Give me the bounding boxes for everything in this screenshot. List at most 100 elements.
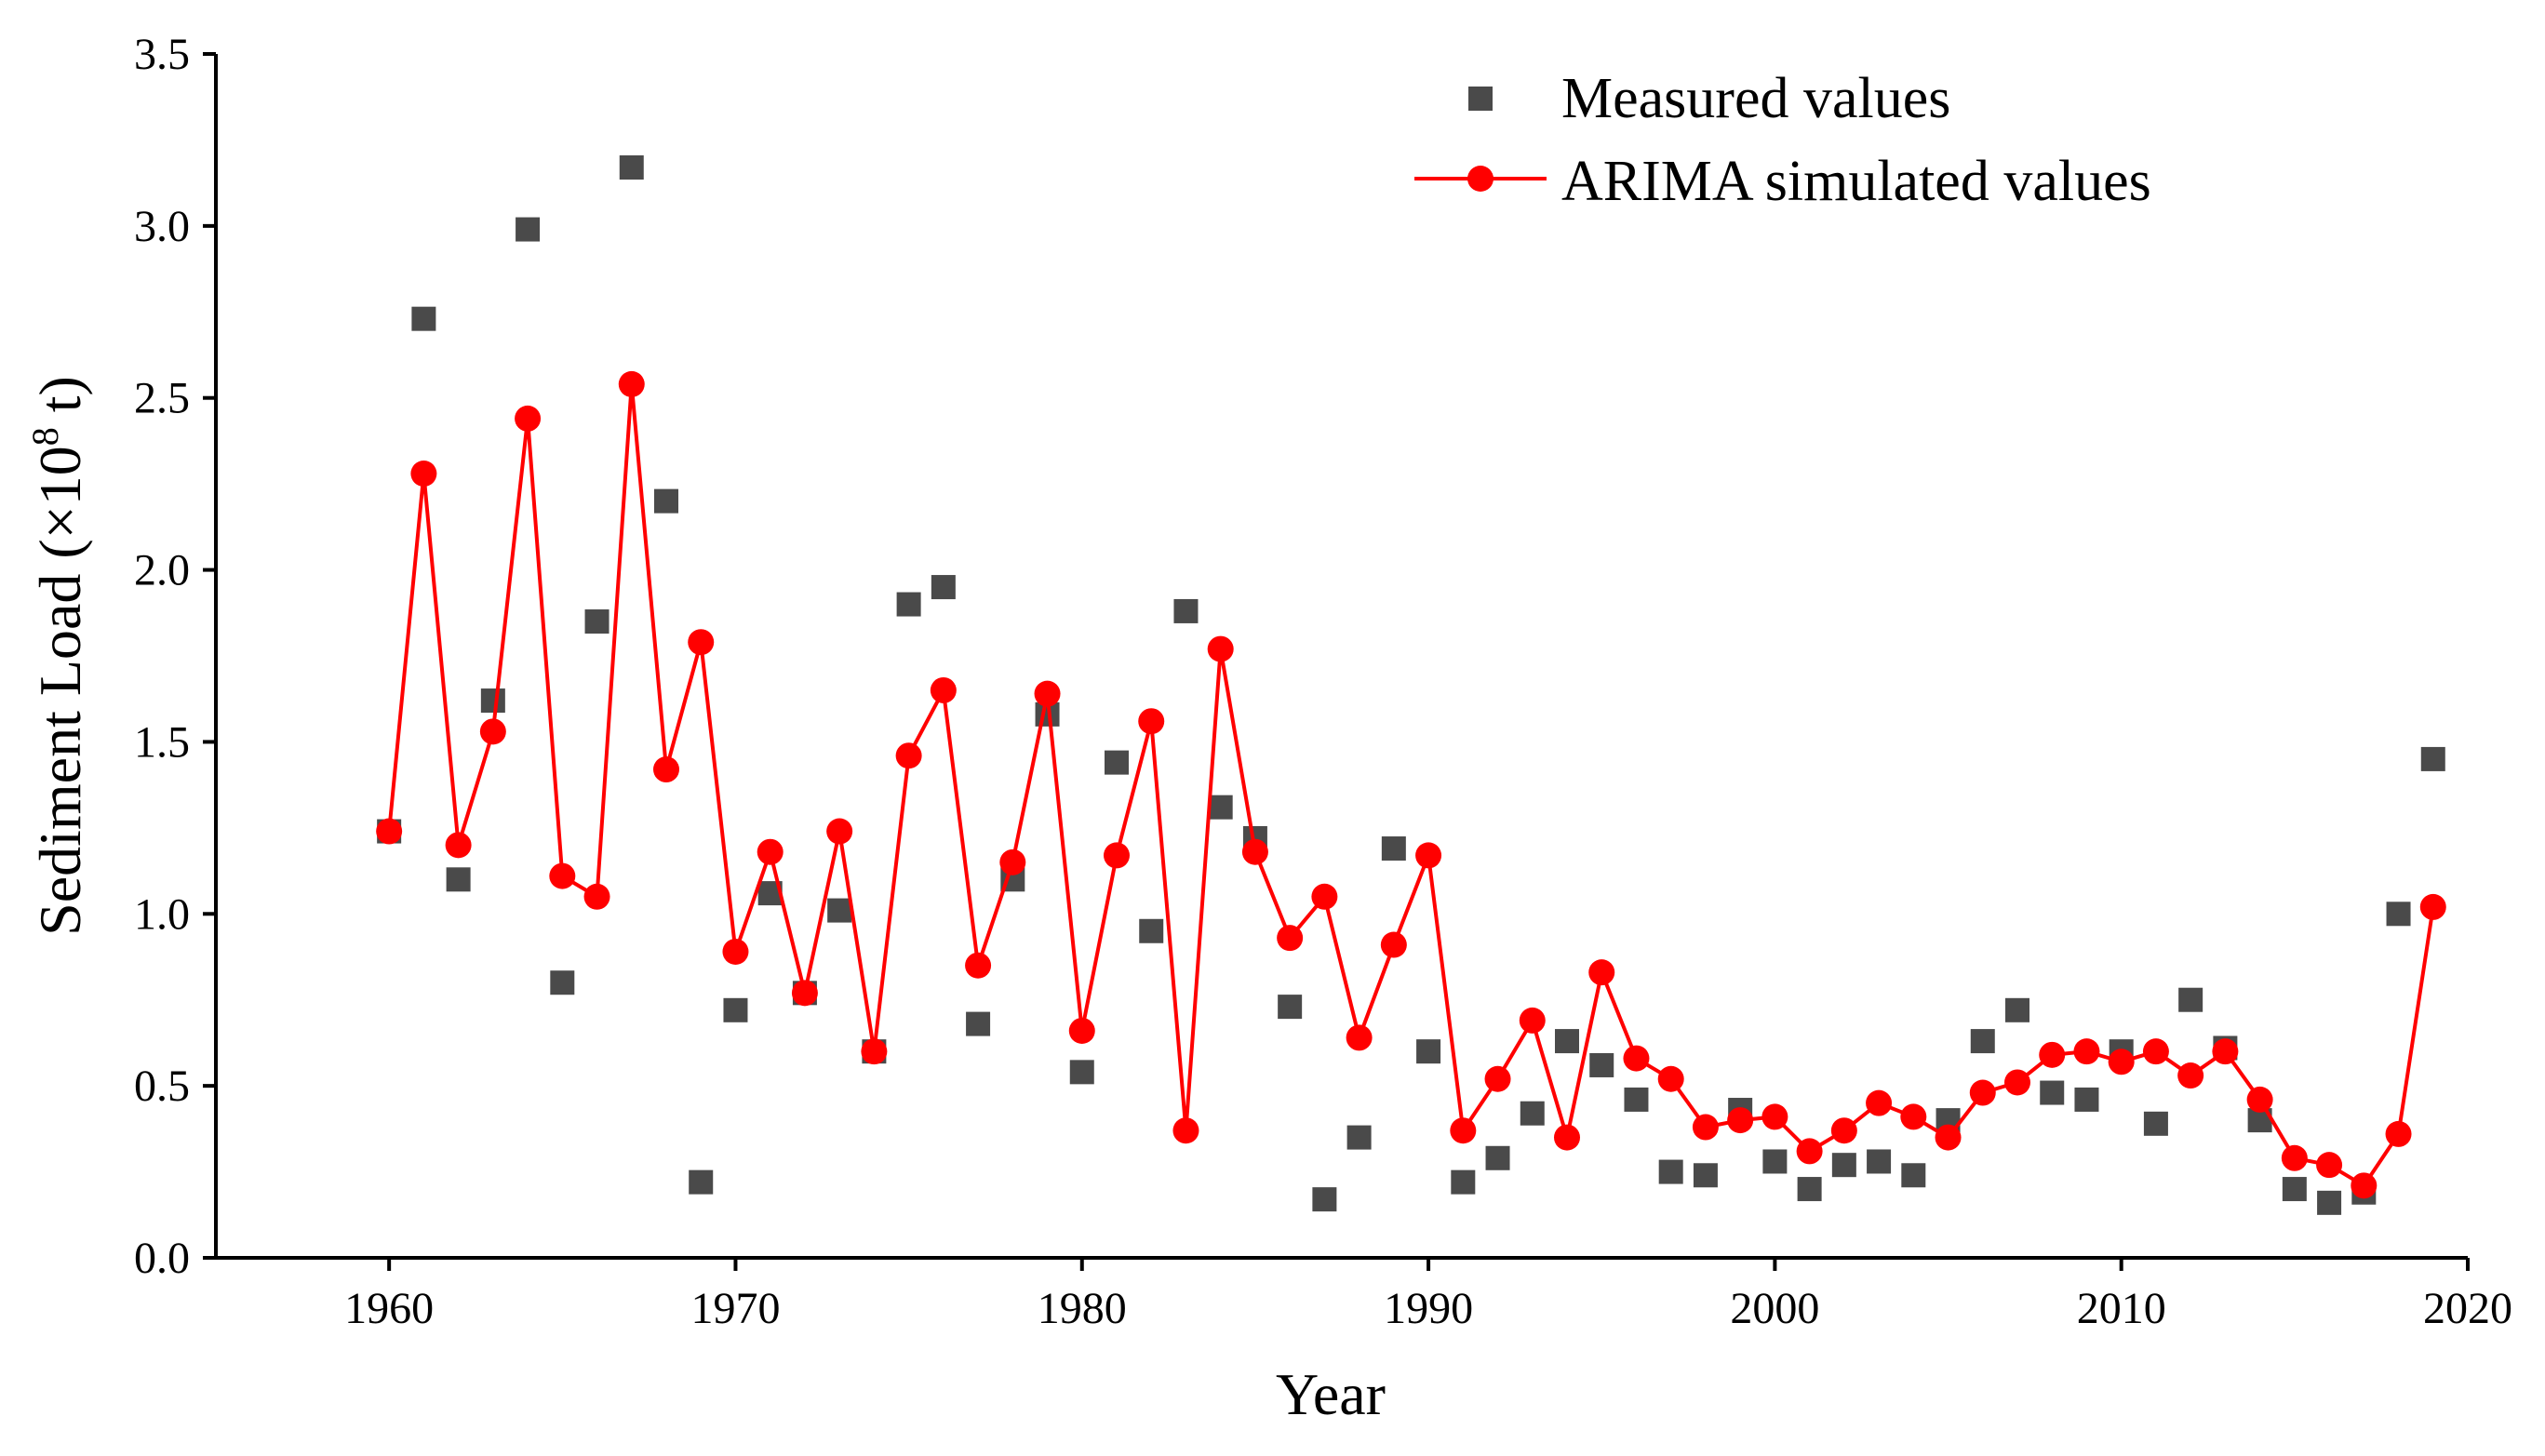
measured-point <box>2317 1190 2342 1215</box>
arima-point <box>2316 1152 2343 1179</box>
arima-point <box>1519 1007 1546 1034</box>
legend-marker-arima <box>1467 166 1494 192</box>
measured-point <box>550 970 575 995</box>
legend-label-measured: Measured values <box>1561 67 1950 130</box>
arima-point <box>2212 1038 2239 1065</box>
y-tick-label: 0.5 <box>134 1062 190 1111</box>
arima-point <box>1692 1114 1719 1141</box>
arima-point <box>2142 1038 2169 1065</box>
ticks: 1960 1970 1980 1990 2000 2010 2020 0.0 0.5 1.0 1.5… <box>134 30 2512 1333</box>
measured-point <box>1693 1163 1718 1188</box>
x-tick-label: 2000 <box>1730 1284 1819 1333</box>
arima-point <box>861 1038 888 1065</box>
measured-point <box>1139 918 1164 943</box>
y-tick-label: 3.0 <box>134 202 190 251</box>
arima-point <box>1969 1079 1996 1106</box>
arima-point <box>1796 1138 1823 1165</box>
legend-label-arima: ARIMA simulated values <box>1561 150 2151 213</box>
arima-point <box>1380 931 1407 958</box>
measured-point <box>480 688 505 714</box>
x-tick-label: 1960 <box>344 1284 434 1333</box>
arima-point <box>583 883 610 910</box>
measured-point <box>2040 1080 2065 1105</box>
arima-point <box>1415 842 1442 869</box>
arima-point <box>757 838 784 865</box>
measured-point <box>2074 1087 2099 1112</box>
arima-point <box>479 718 506 745</box>
arima-point <box>1311 883 1338 910</box>
measured-point <box>411 306 436 331</box>
arima-point <box>549 862 576 889</box>
x-tick-label: 1970 <box>690 1284 780 1333</box>
arima-point <box>618 370 645 397</box>
arima-point <box>410 461 437 488</box>
y-tick-label: 2.0 <box>134 546 190 595</box>
arima-point <box>1346 1024 1373 1051</box>
measured-point <box>2005 997 2029 1022</box>
arima-point <box>1830 1117 1857 1144</box>
measured-point <box>1278 995 1303 1020</box>
measured-point <box>966 1011 991 1036</box>
measured-point <box>1867 1149 1892 1174</box>
measured-point <box>1346 1125 1372 1150</box>
arima-point <box>376 818 403 845</box>
measured-point <box>516 217 541 242</box>
y-axis-title-exponent: 8 <box>24 427 66 446</box>
arima-point <box>1277 925 1304 952</box>
x-tick-label: 2010 <box>2077 1284 2166 1333</box>
measured-point <box>1069 1060 1094 1085</box>
arima-point <box>1138 708 1165 735</box>
arima-point <box>2039 1041 2066 1068</box>
x-axis-title: Year <box>1276 1361 1386 1427</box>
arima-point <box>1450 1117 1477 1144</box>
arima-point <box>1104 842 1130 869</box>
arima-point <box>1241 838 1268 865</box>
arima-point <box>1727 1107 1754 1134</box>
arima-point <box>826 818 853 845</box>
measured-point <box>723 997 748 1022</box>
arima-point <box>999 848 1026 875</box>
measured-point <box>1416 1039 1441 1064</box>
measured-point <box>1624 1087 1649 1112</box>
measured-point <box>2420 746 2445 771</box>
y-tick-label: 2.5 <box>134 374 190 423</box>
y-tick-label: 0.0 <box>134 1234 190 1283</box>
measured-point <box>1105 750 1129 775</box>
measured-point <box>1555 1029 1579 1054</box>
arima-point <box>1866 1089 1893 1116</box>
arima-point <box>2108 1049 2135 1075</box>
arima-point <box>1034 680 1061 707</box>
measured-point <box>1485 1145 1510 1170</box>
arima-point <box>1207 635 1234 662</box>
measured-point <box>2282 1177 2307 1202</box>
arima-point <box>2246 1086 2273 1113</box>
axes <box>214 54 2468 1260</box>
arima-point <box>2073 1038 2100 1065</box>
arima-point <box>2385 1120 2412 1147</box>
measured-point <box>2386 902 2411 927</box>
arima-point <box>1761 1103 1788 1130</box>
arima-point <box>965 952 992 979</box>
series <box>376 155 2446 1215</box>
measured-point <box>1970 1029 1995 1054</box>
measured-point <box>1173 598 1199 623</box>
arima-point <box>722 938 749 965</box>
y-tick-label: 1.5 <box>134 717 190 767</box>
measured-point <box>689 1169 714 1195</box>
measured-point <box>827 898 852 923</box>
y-tick-label: 3.5 <box>134 30 190 79</box>
measured-point <box>1381 836 1406 862</box>
arima-point <box>515 405 542 432</box>
arima-point <box>2281 1144 2308 1171</box>
x-tick-label: 2020 <box>2423 1284 2512 1333</box>
measured-point <box>2178 987 2203 1012</box>
measured-point <box>1312 1187 1337 1212</box>
measured-point <box>931 575 956 600</box>
arima-point <box>1657 1065 1684 1092</box>
legend: Measured values ARIMA simulated values <box>1414 67 2151 213</box>
arima-point <box>2004 1069 2030 1096</box>
arima-point <box>1172 1117 1199 1144</box>
measured-point <box>1831 1153 1856 1178</box>
legend-marker-measured <box>1468 87 1493 111</box>
